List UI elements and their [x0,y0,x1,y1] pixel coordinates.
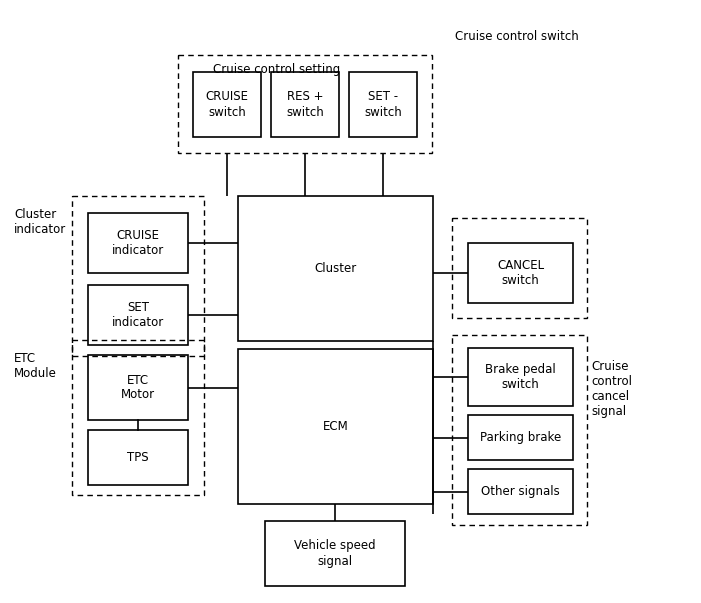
Bar [72,340,204,495]
Bar [468,469,573,514]
Bar [349,72,417,137]
Text: TPS: TPS [127,451,149,464]
Bar [452,335,587,525]
Text: Cruise
control
cancel
signal: Cruise control cancel signal [591,360,632,418]
Bar [452,218,587,318]
Text: SET
indicator: SET indicator [112,301,164,329]
Bar [72,196,204,356]
Text: Brake pedal
switch: Brake pedal switch [485,363,556,391]
Bar [193,72,261,137]
Text: ETC
Module: ETC Module [14,352,57,380]
Text: Cluster
indicator: Cluster indicator [14,208,67,236]
Bar [238,349,433,504]
Text: Vehicle speed
signal: Vehicle speed signal [294,540,376,567]
Text: RES +
switch: RES + switch [286,90,324,119]
Bar [468,243,573,303]
Bar [238,196,433,341]
Text: SET -
switch: SET - switch [364,90,402,119]
Text: Cluster: Cluster [314,262,357,275]
Bar [88,355,188,420]
Bar [468,415,573,460]
Text: ETC
Motor: ETC Motor [121,373,155,402]
Bar [468,348,573,406]
Text: CRUISE
switch: CRUISE switch [205,90,248,119]
Text: Parking brake: Parking brake [480,431,561,444]
Text: CANCEL
switch: CANCEL switch [497,259,544,287]
Bar [88,285,188,345]
Bar [265,521,405,586]
Text: Cruise control setting: Cruise control setting [213,63,340,76]
Text: ECM: ECM [322,420,348,433]
Bar [178,55,432,153]
Text: CRUISE
indicator: CRUISE indicator [112,229,164,257]
Text: Cruise control switch: Cruise control switch [455,30,579,43]
Bar [88,213,188,273]
Bar [271,72,339,137]
Text: Other signals: Other signals [481,485,560,498]
Bar [88,430,188,485]
